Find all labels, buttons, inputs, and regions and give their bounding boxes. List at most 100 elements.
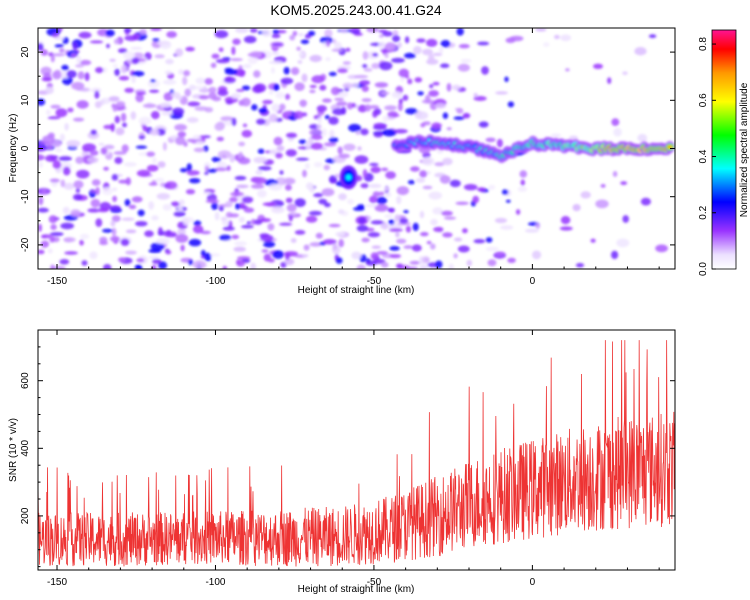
- colorbar-tick-label: 0.4: [698, 149, 709, 163]
- heatmap-cell: [108, 96, 120, 102]
- heatmap-cell: [272, 250, 284, 259]
- heatmap-cell: [38, 223, 42, 232]
- colorbar-tick-label: 0.6: [698, 93, 709, 107]
- heatmap-cell: [337, 91, 349, 98]
- heatmap-cell: [279, 170, 284, 175]
- heatmap-cell: [285, 149, 297, 157]
- heatmap-cell: [52, 265, 66, 269]
- heatmap-cell: [294, 198, 306, 208]
- heatmap-cell: [396, 195, 402, 205]
- colorbar: 0.0 0.2 0.4 0.6 0.8 Normalized spectral ampl…: [698, 29, 750, 276]
- heatmap-cell: [273, 83, 280, 92]
- heatmap-cell: [422, 48, 434, 56]
- heatmap-cell: [255, 169, 263, 175]
- heatmap-cell: [128, 204, 137, 210]
- heatmap-cell: [95, 67, 104, 74]
- heatmap-cell: [284, 93, 291, 100]
- heatmap-cell: [138, 116, 152, 126]
- heatmap-cell: [332, 38, 337, 44]
- heatmap-cell: [66, 70, 77, 78]
- heatmap-cell: [399, 218, 409, 224]
- heatmap-cell: [595, 199, 609, 209]
- heatmap-cell: [494, 217, 508, 224]
- heatmap-cell: [405, 225, 411, 233]
- heatmap-cell: [90, 129, 97, 135]
- heatmap-cell: [131, 57, 140, 64]
- heatmap-cell: [59, 48, 65, 53]
- heatmap-cell: [442, 112, 449, 119]
- heatmap-cell: [315, 232, 323, 239]
- heatmap-cell: [378, 191, 385, 196]
- snr-frame: [37, 329, 676, 571]
- heatmap-cell: [125, 250, 137, 255]
- heatmap-cell: [112, 187, 118, 192]
- heatmap-cell: [290, 67, 300, 76]
- heatmap-cell: [331, 48, 343, 52]
- heatmap-cell: [506, 199, 511, 203]
- heatmap-cell: [560, 216, 571, 225]
- heatmap-cell: [125, 177, 131, 186]
- heatmap-cell: [214, 167, 228, 172]
- heatmap-cell: [271, 67, 275, 74]
- heatmap-cell: [434, 162, 445, 167]
- heatmap-cell: [404, 36, 410, 44]
- heatmap-cell: [250, 262, 257, 269]
- heatmap-cell: [99, 236, 108, 243]
- heatmap-cell: [158, 261, 168, 269]
- heatmap-cell: [142, 103, 157, 109]
- heatmap-cell: [59, 259, 70, 265]
- heatmap-cell: [334, 41, 342, 51]
- heatmap-cell: [192, 225, 204, 234]
- heatmap-cell: [324, 29, 333, 38]
- heatmap-cell: [328, 116, 339, 125]
- heatmap-cell: [103, 264, 112, 269]
- heatmap-cell: [391, 91, 403, 99]
- heatmap-cell: [241, 97, 251, 107]
- heatmap-cell: [394, 214, 401, 223]
- heatmap-cell: [209, 253, 221, 257]
- heatmap-cell: [388, 219, 395, 226]
- heatmap-cell: [164, 70, 172, 75]
- heatmap-cell: [188, 259, 194, 266]
- heatmap-cell: [150, 111, 160, 120]
- heatmap-cell: [298, 52, 304, 57]
- heatmap-cell: [175, 48, 184, 57]
- heatmap-cell: [575, 263, 585, 268]
- heatmap-cell: [99, 241, 108, 246]
- heatmap-cell: [356, 225, 369, 232]
- heatmap-cell: [361, 98, 372, 103]
- heatmap-cell: [384, 42, 397, 51]
- heatmap-cell: [45, 154, 57, 162]
- heatmap-cell: [328, 71, 337, 77]
- heatmap-cell: [398, 68, 409, 78]
- y-tick-label: 0: [20, 145, 31, 151]
- heatmap-cell: [215, 58, 230, 64]
- heatmap-cell: [335, 231, 346, 237]
- heatmap-cell: [142, 124, 148, 132]
- heatmap-cell: [77, 71, 85, 80]
- heatmap-cell: [95, 187, 100, 196]
- heatmap-cell: [218, 234, 232, 241]
- heatmap-cell: [150, 242, 165, 251]
- heatmap-cell: [396, 238, 407, 244]
- heatmap-cell: [280, 77, 294, 85]
- heatmap-cell: [200, 230, 211, 235]
- heatmap-cell: [148, 182, 158, 186]
- heatmap-cell: [175, 233, 189, 243]
- heatmap-cell: [355, 131, 361, 135]
- heatmap-cell: [237, 157, 251, 165]
- heatmap-cell: [640, 197, 652, 206]
- heatmap-cell: [243, 35, 257, 44]
- heatmap-cell: [118, 257, 126, 263]
- heatmap-cell: [324, 114, 330, 120]
- heatmap-cell: [192, 260, 207, 269]
- heatmap-cell: [280, 261, 287, 268]
- heatmap-cell: [448, 263, 454, 269]
- heatmap-cell: [222, 226, 235, 231]
- heatmap-cell: [116, 101, 126, 108]
- heatmap-cell: [373, 52, 378, 57]
- snr-panel: -150 -100 -50 0 200 400 600 Height of straigh…: [8, 329, 676, 595]
- heatmap-cell: [40, 49, 49, 56]
- heatmap-cell: [111, 227, 117, 237]
- heatmap-cell: [328, 175, 338, 184]
